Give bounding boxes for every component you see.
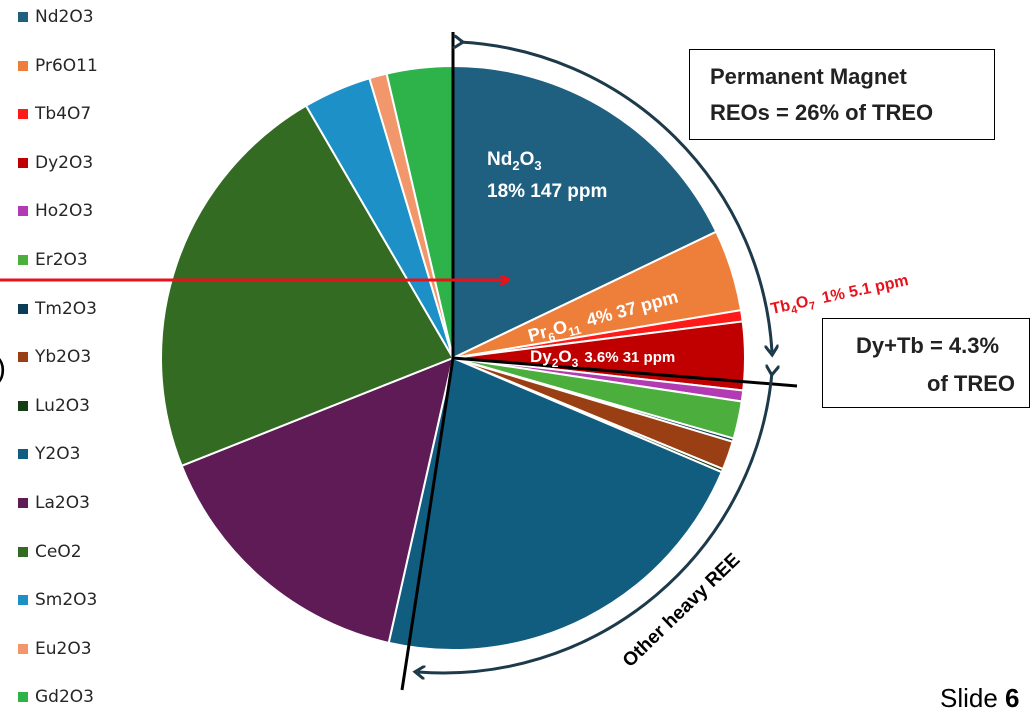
- legend-item-er2o3: Er2O3: [18, 250, 88, 270]
- legend-item-la2o3: La2O3: [18, 493, 90, 513]
- dytb-callout-line1: Dy+Tb = 4.3%: [856, 333, 1000, 358]
- legend-item-y2o3: Y2O3: [18, 444, 80, 464]
- tb-label: Tb4O7 1% 5.1 ppm: [769, 272, 910, 321]
- legend-item-ho2o3: Ho2O3: [18, 201, 93, 221]
- legend-label: CeO2: [35, 541, 82, 562]
- legend-swatch: [18, 255, 28, 265]
- legend-item-yb2o3: Yb2O3: [18, 347, 91, 367]
- legend-label: Nd2O3: [35, 7, 94, 27]
- heavy-arc: [418, 372, 772, 673]
- slide-number-value: 6: [1005, 683, 1020, 713]
- slide-number: Slide 6: [940, 683, 1020, 714]
- nd-label: Nd2O3: [487, 149, 542, 173]
- slide-prefix: Slide: [940, 683, 1006, 713]
- legend-swatch: [18, 692, 28, 703]
- legend-item-dy2o3: Dy2O3: [18, 153, 93, 173]
- pie-slice-ceo2: [160, 104, 455, 468]
- pie-slice-la2o3: [180, 356, 455, 645]
- magnet-callout-box: Permanent Magnet REOs = 26% of TREO: [689, 49, 995, 140]
- legend-label: Gd2O3: [35, 687, 94, 708]
- legend-swatch: [18, 595, 28, 606]
- legend-swatch: [18, 303, 28, 314]
- legend-item-tm2o3: Tm2O3: [18, 299, 97, 319]
- legend-label: Ho2O3: [35, 201, 94, 222]
- legend-swatch: [18, 400, 28, 411]
- legend-item-eu2o3: Eu2O3: [18, 639, 92, 659]
- legend-swatch: [18, 352, 28, 363]
- magnet-arc: [460, 42, 772, 352]
- legend-label: Eu2O3: [35, 638, 92, 659]
- legend-label: Yb2O3: [35, 347, 92, 368]
- legend-label: Tb4O7: [35, 104, 92, 125]
- legend-item-sm2o3: Sm2O3: [18, 590, 97, 610]
- legend-item-lu2o3: Lu2O3: [18, 396, 90, 416]
- legend-item-ceo2: CeO2: [18, 542, 82, 562]
- legend-item-nd2o3: Nd2O3: [18, 7, 94, 27]
- dy-label: Dy2O3 3.6% 31 ppm: [530, 347, 675, 370]
- cropped-paren: ): [0, 352, 6, 386]
- legend-label: Y2O3: [35, 444, 81, 465]
- legend-label: Sm2O3: [35, 590, 98, 611]
- legend-label: Dy2O3: [35, 152, 94, 173]
- legend-swatch: [18, 449, 28, 460]
- legend: Nd2O3 Pr6O11 Tb4O7 Dy2O3 Ho2O3 Er2O3 Tm2O3 Yb2O…: [0, 0, 150, 708]
- dytb-callout-line2: of TREO: [927, 371, 1015, 396]
- legend-label: Pr6O11: [35, 55, 98, 76]
- legend-swatch: [18, 12, 28, 22]
- legend-item-gd2o3: Gd2O3: [18, 687, 94, 707]
- legend-swatch: [18, 546, 28, 557]
- legend-label: La2O3: [35, 493, 90, 513]
- legend-swatch: [18, 643, 28, 654]
- legend-item-pr6o11: Pr6O11: [18, 56, 98, 76]
- magnet-callout-line2: REOs = 26% of TREO: [710, 100, 934, 125]
- legend-swatch: [18, 109, 28, 120]
- legend-label: Lu2O3: [35, 395, 90, 416]
- nd-values: 18% 147 ppm: [487, 181, 607, 202]
- legend-item-tb4o7: Tb4O7: [18, 104, 91, 124]
- magnet-callout-line1: Permanent Magnet: [710, 64, 907, 89]
- legend-swatch: [18, 60, 28, 71]
- dytb-callout-box: Dy+Tb = 4.3% of TREO: [822, 318, 1030, 408]
- legend-swatch: [18, 157, 28, 168]
- legend-label: Tm2O3: [35, 298, 97, 319]
- legend-swatch: [18, 498, 28, 508]
- legend-swatch: [18, 206, 28, 217]
- legend-label: Er2O3: [35, 250, 88, 270]
